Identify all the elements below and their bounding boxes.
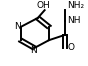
Text: O: O (68, 43, 75, 52)
Text: N: N (30, 46, 37, 56)
Text: OH: OH (37, 1, 51, 10)
Text: N: N (14, 22, 21, 31)
Text: NH₂: NH₂ (67, 1, 84, 10)
Text: NH: NH (67, 16, 81, 25)
